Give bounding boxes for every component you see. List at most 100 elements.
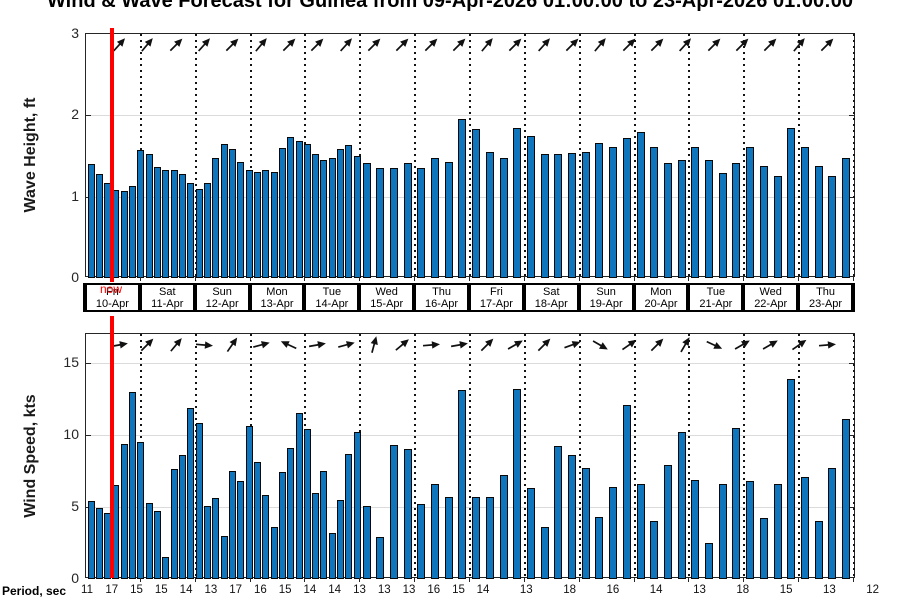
wave-direction-arrow-icon (360, 31, 388, 59)
wave-bar (145, 153, 153, 278)
wind-direction-arrow-icon (473, 331, 501, 359)
wave-xtick (359, 277, 361, 281)
day-cell-18-Apr: Sat 18-Apr (524, 285, 579, 310)
day-separator (137, 283, 142, 312)
wave-bar (195, 188, 203, 278)
wave-bar (95, 173, 103, 278)
wind-y-axis-label: Wind Speed, kts (22, 394, 39, 518)
day-cell-15-Apr: Wed 15-Apr (359, 285, 414, 310)
day-cell-12-Apr: Sun 12-Apr (195, 285, 250, 310)
wave-bar (458, 119, 467, 278)
wave-bar (554, 154, 563, 278)
wind-direction-arrow-icon (757, 331, 784, 358)
day-date: 18-Apr (534, 298, 568, 310)
day-separator (521, 283, 526, 312)
wind-xtick (468, 578, 470, 582)
wind-bar (773, 483, 782, 579)
wind-bar (705, 542, 713, 579)
wind-xtick (578, 578, 580, 582)
wave-day-separator-line (743, 34, 746, 276)
wave-bar (718, 173, 727, 278)
wave-direction-arrow-icon (388, 31, 416, 59)
wind-bar (636, 483, 645, 579)
wind-day-separator-line (414, 334, 417, 577)
wind-bar (499, 475, 508, 579)
wave-day-separator-line (688, 34, 691, 276)
day-separator (466, 283, 471, 312)
period-axis-caption: Period, sec (2, 584, 67, 598)
wave-bar (581, 151, 590, 278)
period-sec-value: 18 (736, 584, 750, 596)
day-dow: Fri (106, 286, 119, 298)
wind-direction-arrow-icon (306, 333, 329, 356)
wave-bar (609, 147, 618, 278)
day-dow: Thu (816, 286, 836, 298)
wind-direction-arrow-icon (559, 332, 585, 358)
wind-right-tick-y15 (849, 362, 854, 364)
day-dow: Sun (596, 286, 616, 298)
day-dow: Sat (543, 286, 560, 298)
wave-bar (389, 168, 398, 278)
period-sec-value: 13 (377, 584, 391, 596)
wave-bar (787, 128, 796, 278)
figure-title: Wind & Wave Forecast for Guinea from 09-… (46, 0, 854, 12)
day-date: 21-Apr (699, 298, 733, 310)
wave-bar (526, 135, 535, 278)
wave-height-chart (85, 31, 855, 278)
wind-bar (270, 527, 278, 579)
period-sec-value: 16 (606, 584, 620, 596)
wave-bar (154, 166, 162, 278)
wind-bar (581, 468, 590, 579)
wave-bar (485, 151, 494, 278)
wind-bar (759, 518, 768, 579)
day-cell-10-Apr: Fri 10-Apr (85, 285, 140, 310)
wind-bar (262, 495, 270, 579)
day-separator (631, 283, 636, 312)
wave-direction-arrow-icon (275, 31, 303, 59)
wave-day-separator-line (798, 34, 801, 276)
wave-bar (262, 169, 270, 278)
wave-left-tick-y2 (86, 115, 91, 117)
day-dow: Mon (650, 286, 672, 298)
wind-xtick (523, 578, 525, 582)
wave-bar (513, 128, 522, 278)
day-cell-14-Apr: Tue 14-Apr (304, 285, 359, 310)
wind-direction-arrow-icon (420, 334, 442, 356)
wave-bar (568, 152, 576, 278)
period-sec-value: 13 (822, 584, 836, 596)
wave-xtick (743, 277, 745, 281)
wind-bar (303, 429, 311, 579)
wave-direction-arrow-icon (615, 31, 643, 59)
wave-bar (337, 149, 345, 278)
day-date: 16-Apr (425, 298, 459, 310)
wave-day-separator-line (359, 34, 362, 276)
wave-direction-arrow-icon (671, 31, 699, 59)
wind-bar (179, 455, 187, 579)
wave-bar (237, 161, 245, 278)
wind-direction-arrow-icon (816, 334, 838, 356)
day-dow: Thu (432, 286, 452, 298)
wave-bar (746, 147, 755, 278)
wind-xtick (194, 578, 196, 582)
wind-bar (120, 443, 128, 579)
period-sec-value: 14 (328, 584, 342, 596)
wind-xtick (359, 578, 361, 582)
wave-bar (814, 165, 823, 278)
wind-bar (345, 453, 353, 579)
wind-bar (278, 472, 286, 579)
wind-ytick-label-10: 10 (63, 425, 79, 442)
wind-bar (287, 447, 295, 579)
wave-bar (636, 132, 645, 278)
wind-bar (187, 407, 195, 579)
day-separator (83, 283, 87, 312)
wave-day-separator-line (414, 34, 417, 276)
wave-day-separator-line (523, 34, 526, 276)
day-date: 22-Apr (754, 298, 788, 310)
wind-direction-arrow-icon (700, 332, 727, 359)
wave-bar (345, 144, 353, 278)
wave-ytick-label-1: 1 (71, 187, 79, 204)
wind-direction-arrow-icon (388, 331, 416, 359)
wind-bar (228, 470, 236, 579)
wave-bar (270, 172, 278, 278)
wind-bar (663, 465, 672, 579)
